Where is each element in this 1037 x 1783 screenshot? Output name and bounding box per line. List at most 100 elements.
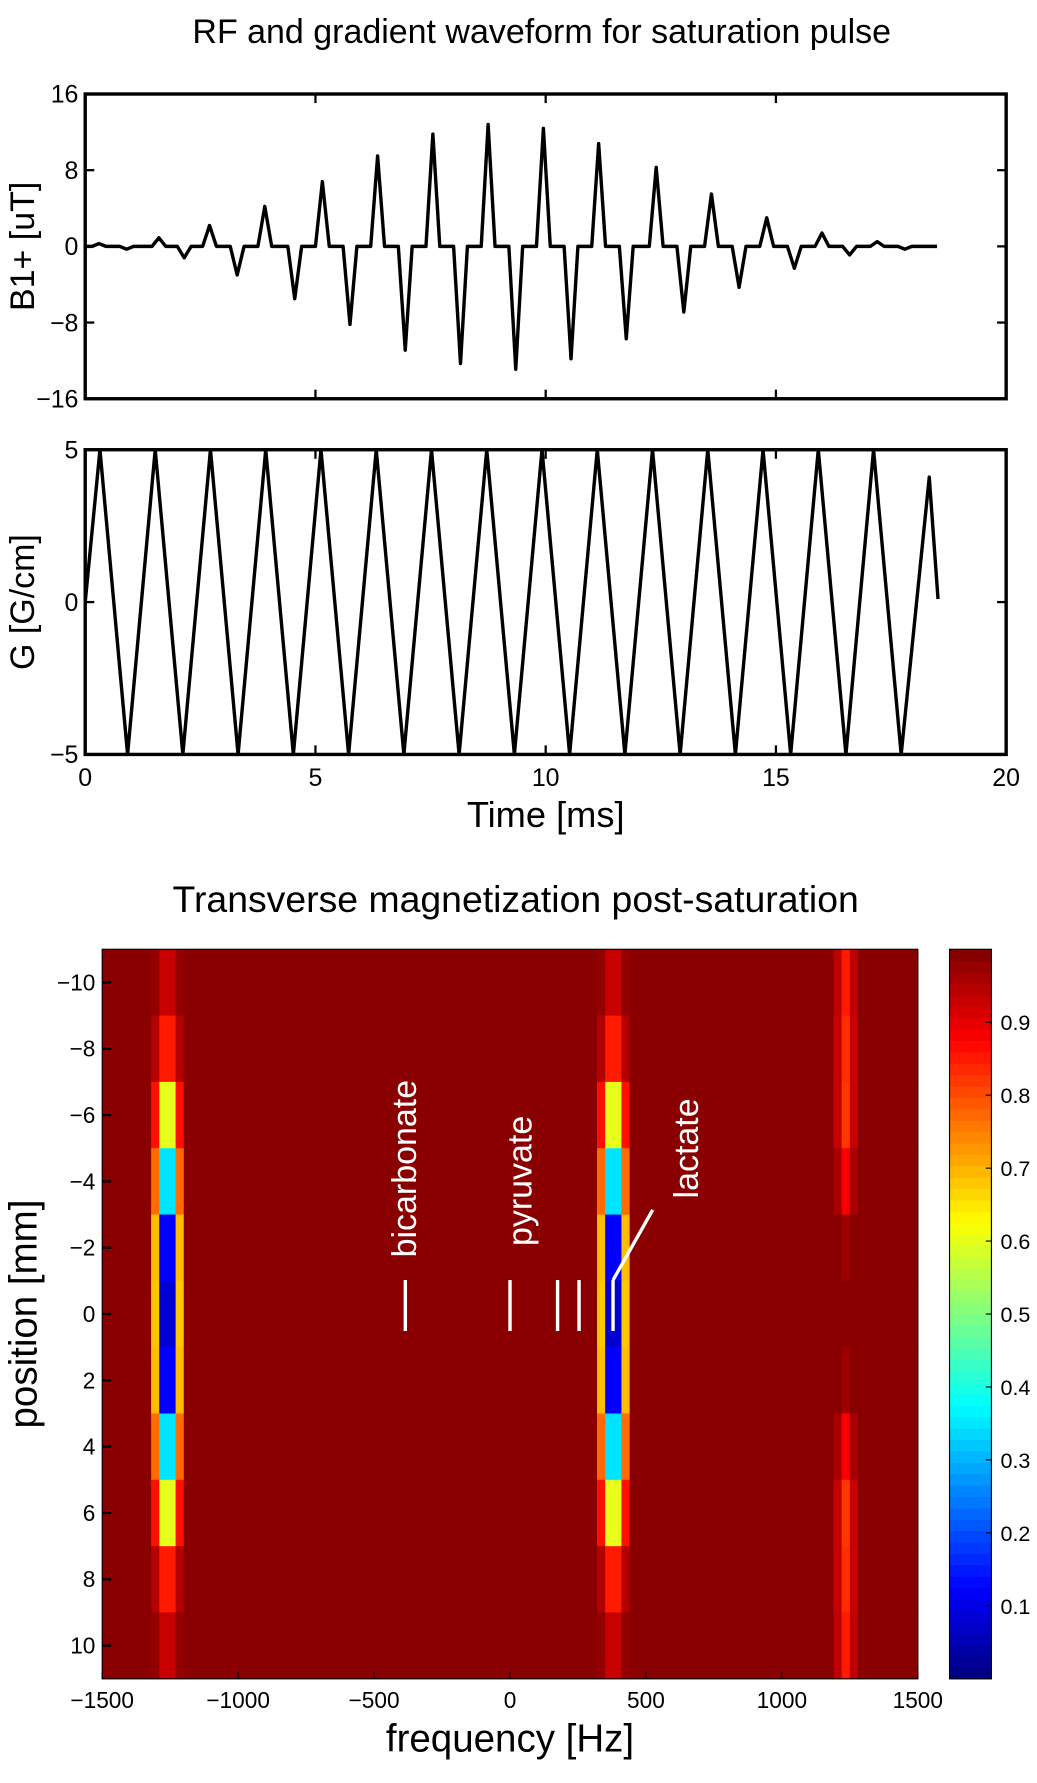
- y-axis-label: G [G/cm]: [4, 534, 42, 670]
- colorbar-swatch: [949, 1120, 992, 1133]
- heatmap-cell: [841, 1612, 851, 1680]
- heatmap-cell: [159, 949, 168, 1017]
- x-tick-label: 15: [762, 764, 790, 792]
- y-axis-label: B1+ [uT]: [4, 182, 42, 311]
- colorbar-swatch: [949, 1314, 992, 1326]
- heatmap-cell: [621, 1280, 631, 1348]
- heatmap-cell: [151, 1413, 160, 1481]
- colorbar-tick-label: 0.4: [1000, 1376, 1030, 1400]
- heatmap-cell: [597, 1214, 606, 1282]
- y-axis-label: position [mm]: [3, 1200, 46, 1429]
- heatmap-cell: [151, 1081, 160, 1149]
- heatmap-cell: [629, 1347, 834, 1414]
- y-tick-label: 8: [65, 157, 79, 185]
- heatmap-cell: [841, 1015, 851, 1083]
- y-tick-label: −6: [70, 1102, 96, 1128]
- heatmap-cell: [857, 1612, 919, 1680]
- heatmap-cell: [597, 1546, 606, 1613]
- heatmap-cell: [849, 1546, 859, 1613]
- colorbar-swatch: [949, 1439, 992, 1452]
- colorbar-swatch: [949, 1063, 992, 1076]
- heatmap-cell: [183, 1214, 598, 1282]
- y-tick-label: 0: [65, 233, 79, 261]
- heatmap-cell: [159, 1413, 168, 1481]
- colorbar-swatch: [949, 1222, 992, 1235]
- heatmap-cell: [841, 1413, 851, 1481]
- heatmap-cell: [833, 1413, 843, 1481]
- heatmap-cell: [167, 1015, 177, 1083]
- heatmap-cell: [841, 1546, 851, 1613]
- heatmap-cell: [597, 1347, 606, 1414]
- heatmap-cell: [151, 1347, 160, 1414]
- colorbar-swatch: [949, 1279, 992, 1292]
- heatmap-cell: [849, 1081, 859, 1149]
- heatmap-cell: [629, 1148, 834, 1216]
- heatmap-cell: [857, 1347, 919, 1414]
- colorbar-tick-label: 0.5: [1000, 1303, 1030, 1327]
- colorbar-swatch: [949, 1359, 992, 1372]
- heatmap-cell: [175, 1413, 185, 1481]
- colorbar-swatch: [949, 1051, 992, 1064]
- colorbar-swatch: [949, 1017, 992, 1030]
- heatmap-cell: [175, 1612, 185, 1680]
- heatmap-cell: [629, 1214, 834, 1282]
- heatmap-cell: [613, 1413, 622, 1481]
- colorbar-swatch: [949, 1485, 992, 1497]
- heatmap-cell: [629, 1546, 834, 1613]
- colorbar-swatch: [949, 949, 992, 962]
- x-tick-label: 20: [992, 764, 1020, 792]
- heatmap-cell: [605, 949, 614, 1017]
- heatmap-cell: [183, 1081, 598, 1149]
- colorbar-swatch: [949, 1393, 992, 1406]
- heatmap-cell: [175, 949, 185, 1017]
- heatmap-cell: [183, 1479, 598, 1547]
- heatmap-cell: [605, 1546, 614, 1613]
- colorbar-swatch: [949, 1564, 992, 1577]
- y-tick-label: 0: [65, 589, 79, 617]
- colorbar-swatch: [949, 1040, 992, 1053]
- heatmap-cell: [151, 1148, 160, 1216]
- heatmap-cell: [175, 1214, 185, 1282]
- heatmap-cell: [183, 1280, 598, 1348]
- colorbar-swatch: [949, 1029, 992, 1042]
- heatmap-cell: [833, 1081, 843, 1149]
- colorbar-swatch: [949, 1610, 992, 1623]
- heatmap-cell: [841, 1479, 851, 1547]
- heatmap-cell: [175, 1280, 185, 1348]
- heatmap-cell: [613, 1347, 622, 1414]
- y-tick-label: 2: [83, 1367, 96, 1393]
- heatmap-cell: [159, 1347, 168, 1414]
- peak-label: pyruvate: [502, 1116, 540, 1246]
- heatmap-cell: [833, 1148, 843, 1216]
- colorbar-swatch: [949, 1428, 992, 1440]
- heatmap-cell: [597, 1015, 606, 1083]
- heatmap-cell: [167, 1479, 177, 1547]
- colorbar-swatch: [949, 1302, 992, 1315]
- chart-title: Transverse magnetization post-saturation: [173, 878, 859, 920]
- colorbar-swatch: [949, 1291, 992, 1304]
- heatmap-cell: [605, 1612, 614, 1680]
- heatmap-cell: [857, 949, 919, 1017]
- heatmap-cell: [613, 1148, 622, 1216]
- colorbar-swatch: [949, 1542, 992, 1554]
- colorbar-swatch: [949, 1268, 992, 1281]
- colorbar-swatch: [949, 1621, 992, 1634]
- colorbar-swatch: [949, 960, 992, 973]
- x-tick-label: 5: [309, 764, 323, 792]
- heatmap-cell: [175, 1347, 185, 1414]
- leader-line: [611, 1208, 655, 1281]
- colorbar-tick-label: 0.3: [1000, 1449, 1030, 1473]
- colorbar-swatch: [949, 1519, 992, 1532]
- heatmap-cell: [605, 1214, 614, 1282]
- colorbar-swatch: [949, 1553, 992, 1566]
- heatmap-cell: [175, 1015, 185, 1083]
- x-tick-label: −1000: [206, 1687, 270, 1713]
- heatmap-cell: [621, 1214, 631, 1282]
- heatmap-cell: [613, 1081, 622, 1149]
- heatmap-cell: [605, 1148, 614, 1216]
- heatmap-cell: [833, 1214, 843, 1282]
- heatmap-cell: [629, 1081, 834, 1149]
- heatmap-cell: [183, 1413, 598, 1481]
- heatmap-cell: [849, 1214, 859, 1282]
- heatmap-cell: [833, 1015, 843, 1083]
